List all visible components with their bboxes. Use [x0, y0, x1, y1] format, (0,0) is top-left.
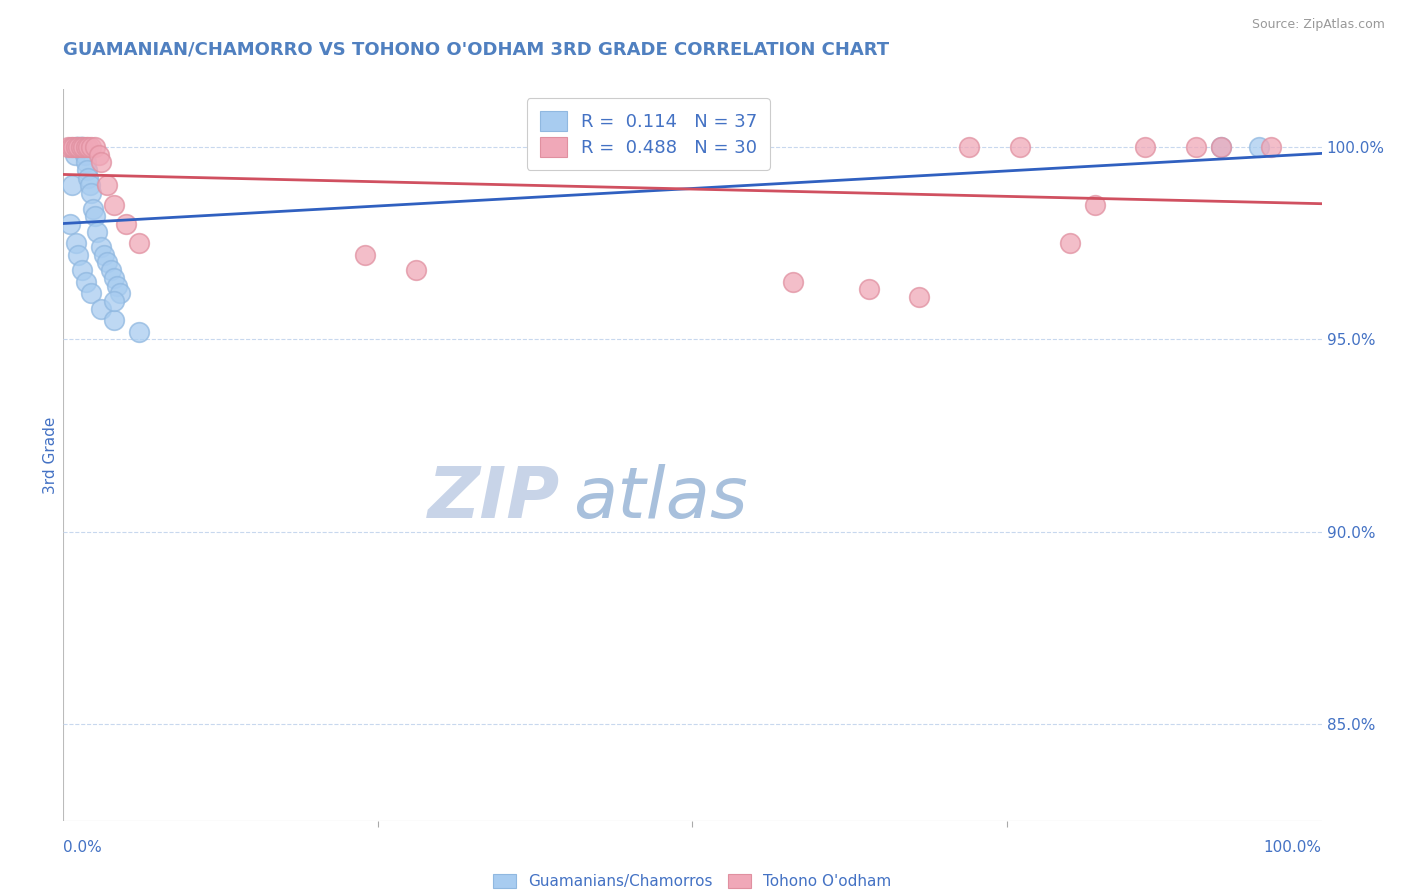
Point — [65, 236, 87, 251]
Point — [128, 236, 150, 251]
Point — [86, 225, 108, 239]
Point — [59, 140, 82, 154]
Point — [96, 255, 118, 269]
Point — [77, 140, 100, 154]
Point — [96, 178, 118, 193]
Point — [65, 140, 87, 154]
Point — [58, 217, 80, 231]
Point — [103, 313, 125, 327]
Point — [103, 270, 125, 285]
Point — [1008, 140, 1031, 154]
Text: GUAMANIAN/CHAMORRO VS TOHONO O'ODHAM 3RD GRADE CORRELATION CHART: GUAMANIAN/CHAMORRO VS TOHONO O'ODHAM 3RD… — [63, 40, 890, 58]
Point — [1209, 140, 1232, 154]
Point — [77, 170, 100, 185]
Point — [80, 140, 103, 154]
Point — [103, 293, 125, 308]
Point — [67, 140, 90, 154]
Point — [1209, 140, 1232, 154]
Point — [70, 140, 93, 154]
Point — [65, 140, 87, 154]
Point — [93, 248, 115, 262]
Point — [128, 325, 150, 339]
Point — [103, 197, 125, 211]
Y-axis label: 3rd Grade: 3rd Grade — [42, 417, 58, 493]
Point — [75, 275, 97, 289]
Point — [1260, 140, 1282, 154]
Point — [80, 286, 103, 301]
Point — [75, 140, 97, 154]
Point — [58, 140, 80, 154]
Point — [108, 286, 131, 301]
Point — [908, 290, 931, 304]
Text: Source: ZipAtlas.com: Source: ZipAtlas.com — [1251, 18, 1385, 31]
Point — [354, 248, 377, 262]
Point — [73, 147, 96, 161]
Point — [70, 140, 93, 154]
Point — [90, 301, 112, 316]
Point — [60, 178, 83, 193]
Text: 0.0%: 0.0% — [63, 840, 103, 855]
Point — [405, 263, 427, 277]
Point — [957, 140, 980, 154]
Point — [70, 140, 93, 154]
Point — [72, 140, 94, 154]
Point — [1084, 197, 1107, 211]
Point — [83, 209, 105, 223]
Point — [80, 186, 103, 201]
Point — [100, 263, 122, 277]
Point — [858, 282, 880, 296]
Point — [70, 263, 93, 277]
Point — [69, 140, 91, 154]
Text: ZIP: ZIP — [427, 465, 561, 533]
Point — [67, 248, 90, 262]
Point — [66, 140, 89, 154]
Point — [63, 147, 86, 161]
Point — [75, 155, 97, 169]
Point — [1247, 140, 1270, 154]
Point — [90, 155, 112, 169]
Text: atlas: atlas — [572, 465, 748, 533]
Point — [79, 178, 101, 193]
Point — [1059, 236, 1081, 251]
Point — [1135, 140, 1157, 154]
Point — [72, 140, 94, 154]
Point — [115, 217, 138, 231]
Legend: Guamanians/Chamorros, Tohono O'odham: Guamanians/Chamorros, Tohono O'odham — [485, 867, 900, 892]
Point — [105, 278, 128, 293]
Text: 100.0%: 100.0% — [1264, 840, 1322, 855]
Point — [87, 147, 110, 161]
Point — [67, 140, 90, 154]
Point — [62, 140, 84, 154]
Point — [782, 275, 804, 289]
Point — [1185, 140, 1208, 154]
Point — [83, 140, 105, 154]
Point — [76, 163, 98, 178]
Point — [90, 240, 112, 254]
Point — [82, 202, 104, 216]
